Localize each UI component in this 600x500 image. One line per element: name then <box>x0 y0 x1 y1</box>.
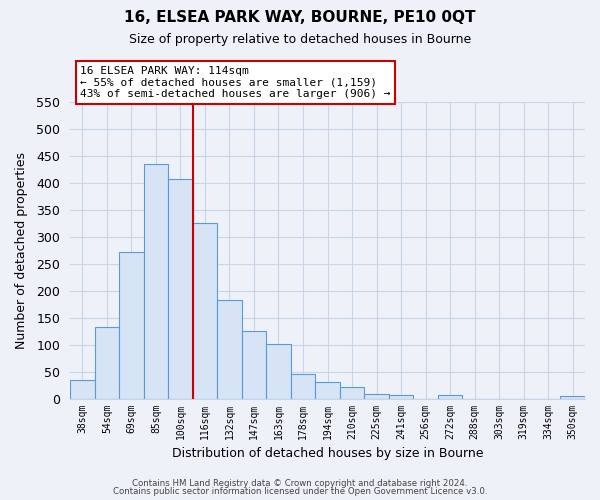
Text: Size of property relative to detached houses in Bourne: Size of property relative to detached ho… <box>129 32 471 46</box>
Bar <box>143 164 168 398</box>
Bar <box>364 394 389 398</box>
X-axis label: Distribution of detached houses by size in Bourne: Distribution of detached houses by size … <box>172 447 483 460</box>
Bar <box>95 327 119 398</box>
Bar <box>70 380 95 398</box>
Bar <box>193 224 217 398</box>
Bar <box>119 252 143 398</box>
Bar <box>315 382 340 398</box>
Bar <box>168 179 193 398</box>
Bar <box>340 387 364 398</box>
Text: Contains public sector information licensed under the Open Government Licence v3: Contains public sector information licen… <box>113 487 487 496</box>
Text: 16 ELSEA PARK WAY: 114sqm
← 55% of detached houses are smaller (1,159)
43% of se: 16 ELSEA PARK WAY: 114sqm ← 55% of detac… <box>80 66 391 99</box>
Bar <box>560 396 585 398</box>
Bar <box>266 344 291 398</box>
Bar <box>389 395 413 398</box>
Bar <box>438 395 463 398</box>
Bar <box>291 374 315 398</box>
Text: 16, ELSEA PARK WAY, BOURNE, PE10 0QT: 16, ELSEA PARK WAY, BOURNE, PE10 0QT <box>124 10 476 25</box>
Bar <box>217 300 242 398</box>
Y-axis label: Number of detached properties: Number of detached properties <box>15 152 28 349</box>
Bar <box>242 330 266 398</box>
Text: Contains HM Land Registry data © Crown copyright and database right 2024.: Contains HM Land Registry data © Crown c… <box>132 478 468 488</box>
